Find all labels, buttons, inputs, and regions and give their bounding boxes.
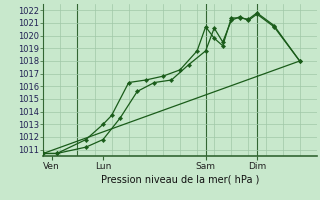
X-axis label: Pression niveau de la mer( hPa ): Pression niveau de la mer( hPa )	[101, 175, 259, 185]
